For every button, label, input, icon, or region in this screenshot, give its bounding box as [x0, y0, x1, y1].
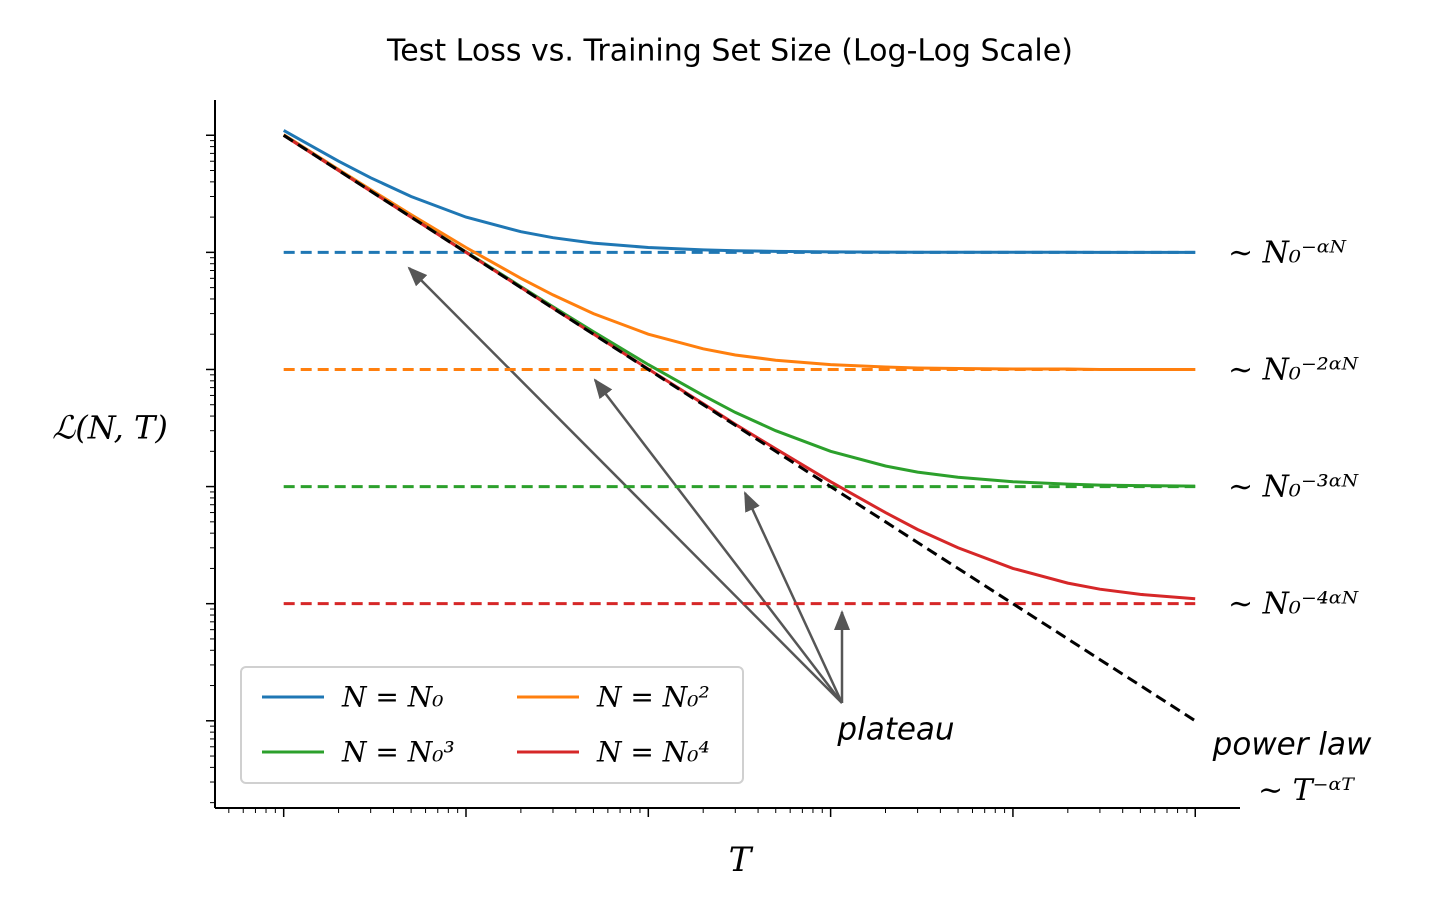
- y-axis-label: ℒ(N, T): [52, 409, 168, 447]
- annotation: plateau: [836, 712, 954, 748]
- series-line: [282, 134, 1196, 601]
- power-law-line: [282, 134, 1197, 723]
- series-line: [282, 133, 1196, 488]
- series-line: [282, 129, 1196, 254]
- legend-label: N = N₀⁴: [596, 736, 710, 769]
- legend: N = N₀ N = N₀² N = N₀³ N = N₀⁴: [240, 666, 744, 784]
- legend-label: N = N₀²: [596, 681, 710, 714]
- plateau-label: ∼ N₀⁻⁴ᵅᴺ: [1228, 587, 1360, 622]
- x-axis-label: T: [729, 840, 754, 880]
- power-law-formula: ∼ T⁻ᵅᵀ: [1258, 773, 1355, 808]
- power-law-label: power law: [1212, 727, 1372, 763]
- plateau-label: ∼ N₀⁻³ᵅᴺ: [1228, 470, 1360, 505]
- legend-box: [240, 666, 744, 784]
- series-line: [282, 133, 1196, 371]
- legend-label: N = N₀³: [341, 736, 455, 769]
- chart-title: Test Loss vs. Training Set Size (Log-Log…: [386, 34, 1073, 69]
- plateau-label: ∼ N₀⁻²ᵅᴺ: [1228, 352, 1360, 387]
- legend-label: N = N₀: [341, 681, 444, 714]
- plateau-label: ∼ N₀⁻ᵅᴺ: [1228, 235, 1348, 270]
